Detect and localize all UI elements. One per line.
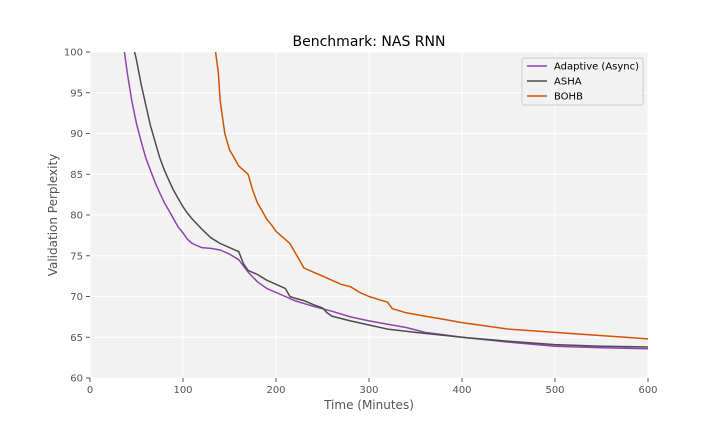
legend-label: ASHA <box>554 77 582 88</box>
y-tick-label: 80 <box>70 211 83 222</box>
legend-label: Adaptive (Async) <box>554 62 639 73</box>
legend-label: BOHB <box>554 92 583 103</box>
y-axis: 60 65 70 75 80 85 90 95 100 <box>64 48 90 385</box>
series-line-bohb <box>214 51 649 340</box>
y-tick-label: 85 <box>70 170 83 181</box>
chart-title: Benchmark: NAS RNN <box>293 34 446 50</box>
x-tick-label: 500 <box>545 385 564 396</box>
y-tick-label: 70 <box>70 292 83 303</box>
y-tick-label: 90 <box>70 129 83 140</box>
x-tick-label: 200 <box>266 385 285 396</box>
x-axis: 0 100 200 300 400 500 600 <box>87 378 658 396</box>
y-tick-label: 65 <box>70 333 83 344</box>
x-tick-label: 400 <box>452 385 471 396</box>
series-line-adaptive-async <box>123 51 649 350</box>
x-tick-label: 0 <box>87 385 93 396</box>
x-axis-label: Time (Minutes) <box>323 398 414 412</box>
series-group <box>123 51 649 350</box>
y-tick-label: 100 <box>64 48 83 59</box>
y-tick-label: 60 <box>70 374 83 385</box>
legend-box <box>521 57 644 106</box>
y-axis-label: Validation Perplexity <box>46 154 60 277</box>
y-tick-label: 75 <box>70 251 83 262</box>
x-tick-label: 600 <box>638 385 657 396</box>
y-tick-label: 95 <box>70 88 83 99</box>
x-tick-label: 100 <box>173 385 192 396</box>
x-tick-label: 300 <box>359 385 378 396</box>
legend: Adaptive (Async) ASHA BOHB <box>521 57 644 106</box>
series-line-asha <box>133 51 649 348</box>
